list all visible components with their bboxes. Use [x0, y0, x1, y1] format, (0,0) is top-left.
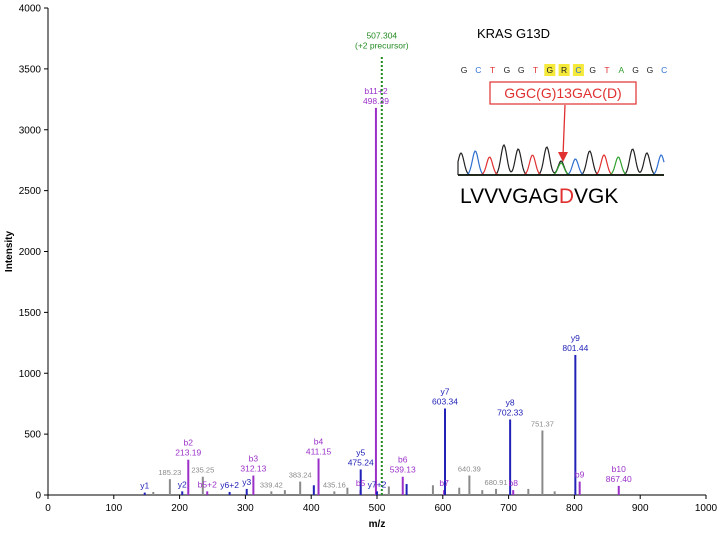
x-tick-label: 500: [369, 503, 386, 514]
peak-label: 339.42: [260, 480, 283, 489]
x-tick-label: 1000: [695, 503, 718, 514]
peak-label: y9: [571, 333, 580, 343]
peak-label: 640.39: [458, 465, 481, 474]
peak-label: 435.16: [323, 480, 346, 489]
x-tick-label: 0: [45, 503, 51, 514]
y-tick-label: 2000: [19, 247, 42, 258]
dna-base: G: [546, 65, 553, 75]
peak-label: b11+2: [364, 86, 388, 96]
peak-label: 801.44: [562, 343, 588, 353]
peak-label: 603.34: [432, 397, 458, 407]
mutation-arrow-head: [558, 152, 568, 162]
peak-label: 312.13: [240, 464, 266, 474]
peak-label: 751.37: [531, 419, 554, 428]
y-tick-label: 500: [24, 430, 41, 441]
dna-base: G: [504, 65, 511, 75]
peak-label: b6: [398, 455, 408, 465]
dna-base: C: [475, 65, 481, 75]
dna-base: T: [490, 65, 495, 75]
peak-labels-layer: 507.304(+2 precursor)b2213.19b3312.13b44…: [140, 31, 632, 491]
peak-label: y1: [140, 481, 149, 491]
y-axis-label: Intensity: [4, 231, 15, 273]
peak-label: b5+2: [198, 479, 217, 489]
dna-base: C: [661, 65, 667, 75]
dna-base: G: [632, 65, 639, 75]
peak-label: 680.91: [485, 478, 508, 487]
peak-label: b7: [439, 478, 449, 488]
peptide-suffix: VGK: [574, 185, 618, 208]
peak-label: 383.24: [289, 471, 312, 480]
peak-label: y3: [242, 477, 251, 487]
mutation-box: [489, 81, 637, 105]
dna-base: G: [518, 65, 525, 75]
x-tick-label: 200: [171, 503, 188, 514]
y-tick-label: 0: [35, 491, 41, 502]
peak-label: b3: [249, 454, 259, 464]
peak-label: y5: [356, 447, 365, 457]
peak-label: y7+2: [368, 479, 387, 489]
peak-label: 475.24: [348, 457, 374, 467]
peak-label: 498.39: [363, 96, 389, 106]
peptide-mutant-residue: D: [559, 185, 574, 208]
peak-label: y7: [441, 387, 450, 397]
peak-label: b9: [575, 470, 585, 480]
peak-label: 867.40: [606, 474, 632, 484]
x-tick-label: 400: [303, 503, 320, 514]
base-highlight: [544, 64, 556, 76]
peak-label: 702.33: [497, 408, 523, 418]
y-tick-label: 1000: [19, 369, 42, 380]
peak-label: b4: [314, 436, 324, 446]
y-tick-label: 2500: [19, 186, 42, 197]
x-tick-label: 600: [434, 503, 451, 514]
dna-base: G: [589, 65, 596, 75]
y-tick-label: 4000: [19, 4, 42, 15]
peak-label: b2: [184, 438, 194, 448]
peptide-prefix: LVVVGAG: [460, 185, 559, 208]
x-tick-label: 900: [632, 503, 649, 514]
peak-label: y8: [506, 398, 515, 408]
peak-label: y6+2: [220, 480, 239, 490]
dna-base: T: [533, 65, 538, 75]
dna-base: A: [618, 65, 624, 75]
base-highlight: [558, 64, 570, 76]
dna-base: G: [647, 65, 654, 75]
x-tick-label: 700: [500, 503, 517, 514]
x-axis-label: m/z: [369, 519, 386, 530]
x-tick-label: 100: [105, 503, 122, 514]
peak-label: 411.15: [306, 446, 332, 456]
mutation-label: GGC(G)13GAC(D): [504, 85, 621, 101]
peak-label: 235.25: [191, 466, 214, 475]
peptide-sequence: LVVVGAGDVGK: [460, 185, 618, 208]
y-tick-label: 3500: [19, 64, 42, 75]
y-tick-label: 3000: [19, 125, 42, 136]
dna-base: G: [461, 65, 468, 75]
base-highlight: [572, 64, 584, 76]
peak-label: b10: [612, 464, 626, 474]
x-tick-label: 800: [566, 503, 583, 514]
peak-label: 213.19: [175, 448, 201, 458]
dna-base: T: [604, 65, 609, 75]
precursor-mz-label: 507.304: [366, 31, 397, 41]
peak-label: 185.23: [158, 468, 181, 477]
mutation-arrow: [562, 104, 566, 157]
peak-label: b8: [508, 478, 518, 488]
peak-label: 539.13: [390, 465, 416, 475]
inset-title: KRAS G13D: [477, 26, 550, 41]
x-tick-label: 300: [237, 503, 254, 514]
dna-base: R: [561, 65, 567, 75]
dna-base: C: [575, 65, 581, 75]
precursor-note-label: (+2 precursor): [355, 41, 409, 51]
peak-label: b5: [356, 478, 366, 488]
peak-label: y2: [178, 479, 187, 489]
y-tick-label: 1500: [19, 308, 42, 319]
peaks-layer: [143, 56, 620, 495]
